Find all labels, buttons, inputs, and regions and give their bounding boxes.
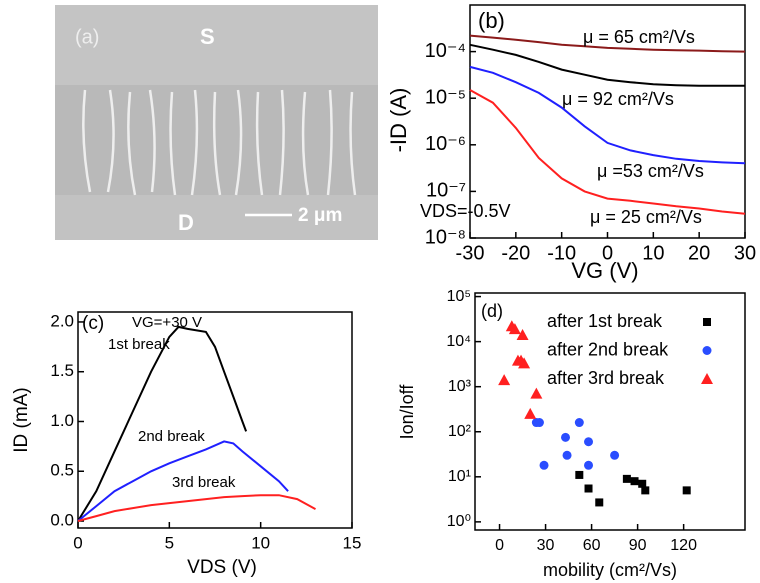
- source-label: S: [200, 24, 215, 49]
- y-tick-label: 10³: [448, 378, 472, 395]
- drain-electrode: [55, 195, 378, 240]
- y-tick-label: 1.0: [50, 411, 74, 430]
- y-tick-label: 1.5: [50, 361, 74, 380]
- marker: [641, 486, 650, 495]
- x-tick-label: 10: [642, 242, 664, 264]
- y-tick-label: 0.5: [50, 461, 74, 480]
- data-line: [77, 325, 248, 522]
- x-tick-label: 30: [734, 242, 756, 264]
- legend-label: after 1st break: [547, 311, 663, 331]
- marker: [498, 374, 511, 386]
- marker: [530, 387, 543, 399]
- x-tick-label: -20: [501, 242, 530, 264]
- series-label: μ = 92 cm²/Vs: [562, 89, 674, 109]
- x-tick-label: 90: [629, 537, 647, 554]
- x-tick-label: 30: [537, 537, 555, 554]
- y-tick-label: 10¹: [448, 468, 471, 485]
- x-tick-label: 120: [670, 537, 697, 554]
- legend-label: after 3rd break: [547, 368, 665, 388]
- scale-bar-label: 2 μm: [298, 205, 342, 226]
- y-tick-label: 10⁻⁶: [425, 133, 466, 155]
- panel-label: (d): [481, 301, 503, 321]
- marker: [584, 437, 594, 447]
- marker: [584, 460, 594, 470]
- marker: [638, 479, 647, 488]
- data-line: [77, 440, 289, 522]
- annotation: VDS=-0.5V: [420, 201, 511, 221]
- y-tick-label: 0.0: [50, 511, 74, 530]
- marker: [682, 486, 691, 495]
- marker: [584, 484, 593, 493]
- panel-label: (b): [478, 8, 505, 33]
- y-tick-label: 10⁵: [447, 288, 471, 305]
- marker: [524, 407, 537, 419]
- x-tick-label: 15: [343, 533, 362, 552]
- x-tick-label: 0: [495, 537, 504, 554]
- marker: [595, 498, 604, 507]
- legend-swatch: [701, 373, 713, 384]
- marker: [534, 418, 544, 428]
- x-tick-label: -30: [456, 242, 485, 264]
- y-tick-label: 10⁻⁵: [425, 86, 466, 108]
- legend-label: after 2nd break: [547, 339, 669, 359]
- marker: [516, 329, 529, 341]
- x-tick-label: 5: [165, 533, 174, 552]
- x-tick-label: 0: [602, 242, 613, 264]
- marker: [562, 450, 572, 460]
- y-tick-label: 10²: [448, 423, 472, 440]
- x-tick-label: 20: [688, 242, 710, 264]
- plot-frame: [474, 292, 746, 531]
- legend-swatch: [703, 318, 711, 326]
- marker: [561, 432, 571, 442]
- data-line: [469, 65, 746, 165]
- data-line: [469, 89, 746, 215]
- panel-label: (a): [75, 26, 99, 48]
- y-axis-label: ID (mA): [11, 387, 32, 452]
- series-label: 3rd break: [172, 474, 236, 491]
- series-label: μ =53 cm²/Vs: [597, 161, 704, 181]
- y-tick-label: 2.0: [50, 311, 74, 330]
- marker: [630, 477, 639, 486]
- data-line: [469, 43, 745, 87]
- series-label: 2nd break: [138, 428, 205, 445]
- series-label: 1st break: [108, 336, 170, 353]
- y-axis-label: Ion/Ioff: [397, 384, 417, 440]
- x-tick-label: 0: [73, 533, 82, 552]
- y-tick-label: 10⁻⁸: [425, 226, 466, 248]
- marker: [622, 474, 631, 483]
- x-tick-label: 10: [251, 533, 270, 552]
- marker: [610, 450, 620, 460]
- marker: [518, 357, 531, 369]
- y-tick-label: 10⁻⁷: [426, 180, 466, 202]
- y-tick-label: 10⁻⁴: [425, 40, 466, 62]
- y-tick-label: 10⁴: [446, 333, 471, 350]
- sem-image: (a) S D 2 μm: [55, 5, 378, 240]
- plot-frame: [77, 311, 353, 529]
- series-label: μ = 65 cm²/Vs: [583, 27, 695, 47]
- x-tick-label: 60: [583, 537, 601, 554]
- data-line: [469, 34, 746, 53]
- marker: [575, 470, 584, 479]
- series-label: μ = 25 cm²/Vs: [590, 207, 702, 227]
- marker: [508, 323, 521, 335]
- marker: [539, 460, 549, 470]
- source-electrode: [55, 5, 378, 85]
- panel-label: (c): [82, 313, 104, 334]
- x-axis-label: VG (V): [571, 258, 638, 283]
- legend-swatch: [702, 346, 712, 355]
- nanowires: [82, 89, 357, 196]
- x-axis-label: VDS (V): [187, 557, 257, 578]
- annotation: VG=+30 V: [132, 314, 202, 331]
- x-axis-label: mobility (cm²/Vs): [543, 560, 677, 580]
- y-axis-label: -ID (A): [386, 88, 411, 153]
- data-line: [77, 494, 316, 522]
- marker: [574, 418, 584, 428]
- x-tick-label: -10: [547, 242, 576, 264]
- y-tick-label: 10⁰: [447, 513, 471, 530]
- drain-label: D: [178, 210, 194, 235]
